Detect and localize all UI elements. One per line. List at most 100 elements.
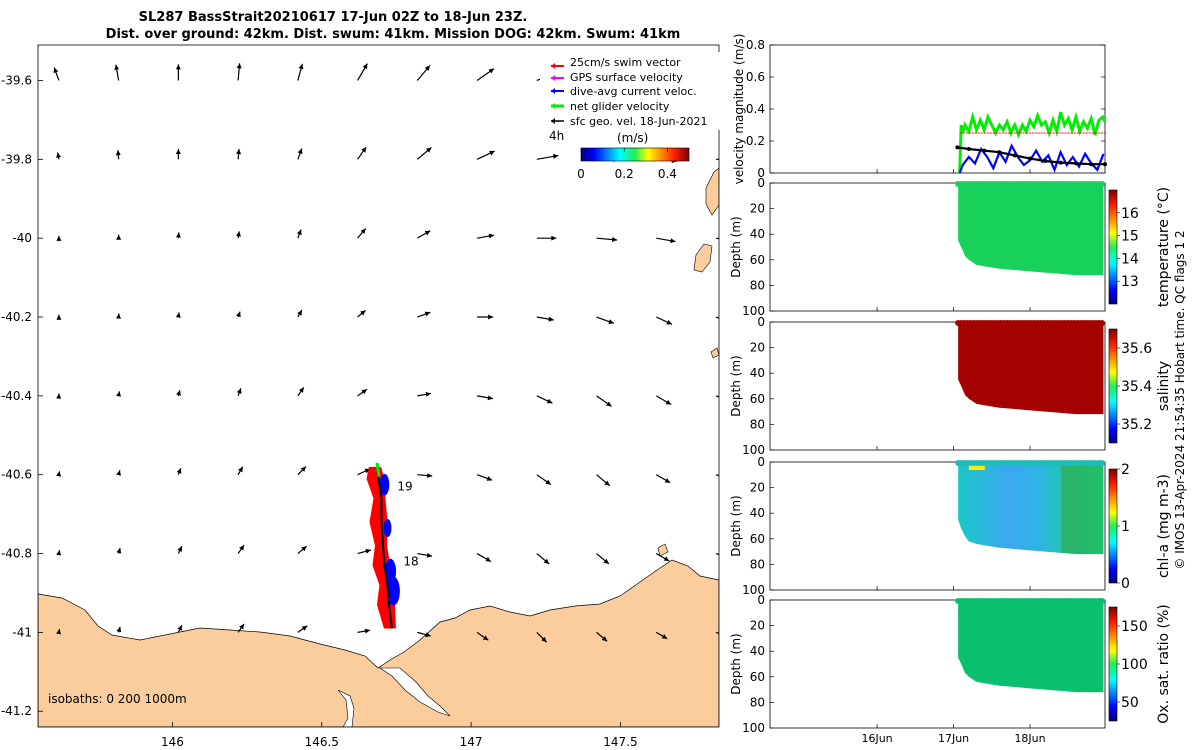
geo-vector-head [486,476,493,481]
chl-surface-patch [968,462,985,470]
legend-time-label: 4h [549,129,564,143]
panel-temperature: 0 20 40 60 80 100 Depth (m) 13 14 15 16 temperature… [729,176,1172,318]
geo-vector-head [301,625,308,631]
colorbar-tick-label: 15 [1121,229,1139,245]
geo-vector-head [56,471,62,477]
geo-vector-head [364,628,371,634]
depth-tick-label: 20 [750,341,765,355]
map-ytick-label: -40.8 [1,547,32,561]
geo-vector-head [611,237,618,243]
map-cb-tick-label: 0.4 [658,167,677,181]
geo-vector-head [424,311,431,317]
geo-vector-head [56,628,62,635]
geo-vector-head [666,319,672,325]
tasmania-coastline [38,559,719,727]
profile-point [1098,598,1105,604]
geo-vel-point [966,147,971,151]
time-tick-label: 17Jun [938,732,969,745]
depth-tick-label: 0 [757,176,765,190]
time-tick-label: 16Jun [861,732,892,745]
depth-tick-label: 60 [750,392,765,406]
depth-tick-label: 60 [750,532,765,546]
geo-vector-head [239,545,245,551]
geo-vector-head [301,546,307,552]
geo-vector-head [177,625,182,631]
geo-vector-head [663,556,670,562]
geo-vector-head [485,556,492,562]
geo-vector-head [361,389,368,395]
geo-vector-head [238,466,243,473]
depth-tick-label: 60 [750,253,765,267]
geo-vector-head [603,558,609,564]
panel-colorbar [1108,328,1118,444]
dive-current-vector [383,519,392,538]
colorbar-tick-label: 13 [1121,274,1139,290]
geo-vector-head [175,312,181,318]
geo-vel-point [1012,153,1017,158]
depth-ylabel: Depth (m) [729,216,743,277]
time-axis: 16Jun 17Jun 18Jun [861,169,1046,745]
map-frame [37,44,720,728]
geo-vector-head [56,550,62,556]
geo-vector-head [296,229,302,236]
depth-ylabel: Depth (m) [729,355,743,416]
depth-ylabel: Depth (m) [729,495,743,556]
colorbar-tick-label: 150 [1121,619,1148,635]
map-colorbar-label: (m/s) [617,131,648,145]
legend-dive: dive-avg current veloc. [570,85,697,98]
depth-tick-label: 80 [750,278,765,292]
map-ytick-label: -40.2 [1,310,32,324]
glider-track-line [376,466,393,629]
geo-vector-head [177,546,182,552]
depth-tick-label: 20 [750,619,765,633]
isobaths-label: isobaths: 0 200 1000m [48,692,187,706]
panel-chlorophyll: 0 20 40 60 80 100 Depth (m) 0 1 2 chl-a (mg m-3) [729,455,1172,597]
geo-vector-head [239,623,245,630]
colorbar-label: salinity [1156,361,1172,411]
map-axes: 146 146.5 147 147.5 -39.6 -39.8 -40 -40.2 -40.4 -… [1,73,638,749]
title-line-2: Dist. over ground: 42km. Dist. swum: 41k… [106,27,681,42]
vel-ytick-label: 0.4 [746,102,765,116]
profile-point [1098,460,1105,466]
geo-vel-point [1103,162,1107,167]
depth-tick-label: 20 [750,202,765,216]
velocity-series [955,111,1107,174]
geo-vector-head [488,233,495,239]
dive-current-vector [379,473,390,496]
geo-vector-head [665,399,672,405]
legend-dive-symbol [551,88,564,94]
geo-vector-head [56,235,62,241]
footer-credit: © IMOS 13-Apr-2024 21:54:35 Hobart time.… [1173,230,1187,569]
map-ytick-label: -40.6 [1,468,32,482]
geo-vel-point [1043,159,1048,163]
geo-vector-head [426,552,433,558]
colorbar-tick-label: 1 [1121,519,1130,535]
geo-vector-head [487,395,493,401]
map-ytick-label: -40 [12,231,32,245]
depth-tick-label: 0 [757,315,765,329]
geo-vector-head [424,65,430,71]
geo-vector-head [489,150,495,156]
legend-net-symbol [551,103,564,109]
colorbar-label: Ox. sat. ratio (%) [1156,604,1172,723]
legend-swim: 25cm/s swim vector [570,56,681,69]
vel-ytick-label: 0.8 [746,38,765,52]
depth-tick-label: 100 [742,304,765,318]
colorbar-tick-label: 100 [1121,657,1148,673]
map-xtick-label: 147 [460,735,483,749]
geo-vector-head [606,401,612,407]
velocity-axes: 0 0.2 0.4 0.6 0.8 [746,38,1105,180]
time-tick-label: 18Jun [1014,732,1045,745]
geo-vector-head [236,149,242,155]
map-colorbar [580,147,690,162]
geo-vector [715,316,719,319]
depth-tick-label: 0 [757,455,765,469]
colorbar-tick-label: 35.6 [1121,341,1152,357]
geo-vector-head [116,234,122,240]
depth-tick-label: 20 [750,481,765,495]
geo-vector-head [543,558,550,564]
geo-vector-head [365,548,371,554]
